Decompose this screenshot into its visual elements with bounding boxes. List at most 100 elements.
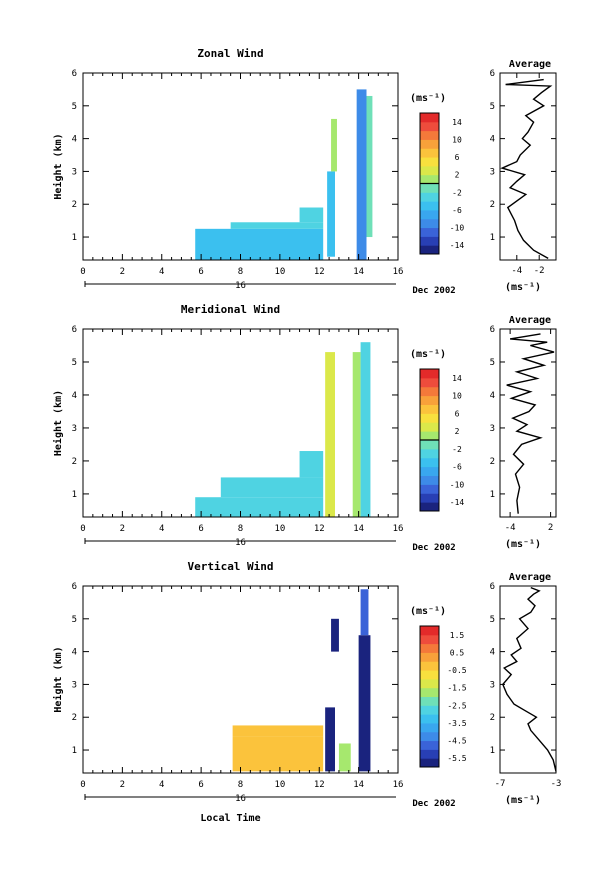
colorbar-swatch [420,121,439,132]
y-tick-label: 2 [72,200,77,210]
colorbar-swatch [420,404,439,414]
x-tick-label: 10 [274,524,285,534]
y-axis-label: Height (km) [52,133,64,199]
y-tick-label: 4 [72,135,77,145]
colorbar-swatch [420,422,439,432]
chart-title: Zonal Wind [197,47,263,60]
x-tick-label: 12 [314,267,325,277]
colorbar-tick-label: -0.5 [447,666,466,675]
date-day-label: 16 [235,794,246,804]
profile-y-tick-label: 2 [490,713,495,723]
colorbar-swatch [420,395,439,405]
colorbar-swatch [420,705,439,715]
colorbar-unit: (ms⁻¹) [410,349,446,360]
data-region [331,118,337,172]
profile-x-tick-label: -4 [511,266,522,276]
colorbar-swatch [420,634,439,645]
y-tick-label: 3 [72,424,77,434]
x-tick-label: 16 [393,780,404,790]
colorbar-swatch [420,466,439,476]
y-tick-label: 6 [72,325,77,335]
profile-y-tick-label: 2 [490,457,495,467]
x-tick-label: 16 [393,524,404,534]
colorbar-tick-label: 14 [452,118,462,127]
colorbar-unit: (ms⁻¹) [410,606,446,617]
colorbar-tick-label: -2.5 [447,701,466,710]
profile-title: Average [509,315,551,326]
y-tick-label: 1 [72,233,77,243]
colorbar-tick-label: -6 [452,206,462,215]
x-tick-label: 10 [274,780,285,790]
data-region [327,171,335,257]
colorbar-swatch [420,174,439,184]
date-day-label: 16 [235,538,246,548]
data-region [360,589,369,636]
data-region [325,352,335,517]
colorbar-swatch [420,457,439,468]
profile-frame [499,72,557,261]
x-tick-label: 8 [238,524,243,534]
colorbar-swatch [420,157,439,167]
x-tick-label: 6 [198,780,203,790]
x-tick-label: 14 [353,780,364,790]
y-tick-label: 6 [72,69,77,79]
colorbar-tick-label: -14 [450,498,465,507]
colorbar-swatch [420,192,439,202]
x-tick-label: 4 [159,524,164,534]
data-region [356,89,367,261]
colorbar-swatch [420,209,439,220]
colorbar-swatch [420,369,439,379]
y-tick-label: 5 [72,615,77,625]
colorbar-tick-label: -2 [452,188,462,197]
colorbar-swatch [420,218,439,229]
colorbar-swatch [420,139,439,149]
profile-y-tick-label: 3 [490,424,495,434]
colorbar-swatch [420,148,439,158]
colorbar-tick-label: 14 [452,374,462,383]
colorbar-swatch [420,377,439,388]
profile-y-tick-label: 3 [490,167,495,177]
colorbar-tick-label: -3.5 [447,719,466,728]
x-tick-label: 14 [353,267,364,277]
data-region [220,477,324,498]
colorbar-swatch [420,413,439,423]
profile-y-tick-label: 4 [490,391,495,401]
colorbar-swatch [420,431,439,441]
profile-title: Average [509,572,551,583]
data-region [366,95,373,238]
colorbar-tick-label: 2 [455,427,460,436]
colorbar-swatch [420,484,439,494]
colorbar-frame [419,625,440,768]
colorbar-tick-label: 10 [452,135,462,144]
colorbar-tick-label: 10 [452,392,462,401]
colorbar-tick-label: -6 [452,463,462,472]
colorbar-tick-label: -14 [450,241,465,250]
date-label: Dec 2002 [412,543,455,553]
colorbar-swatch [420,130,439,140]
y-tick-label: 1 [72,490,77,500]
y-axis-label: Height (km) [52,390,64,456]
chart-title: Meridional Wind [181,303,280,316]
colorbar-tick-label: -10 [450,224,465,233]
profile-y-tick-label: 4 [490,135,495,145]
colorbar-swatch [420,749,439,759]
profile-x-tick-label: 2 [548,523,553,533]
profile-line [501,586,557,772]
x-tick-label: 2 [120,267,125,277]
data-region [232,725,324,737]
y-tick-label: 2 [72,713,77,723]
colorbar-swatch [420,722,439,733]
x-tick-label: 12 [314,780,325,790]
chart-title: Vertical Wind [187,560,273,573]
colorbar-swatch [420,696,439,706]
colorbar-tick-label: 6 [455,409,460,418]
y-tick-label: 6 [72,582,77,592]
colorbar-swatch [420,661,439,671]
profile-x-tick-label: -4 [505,523,516,533]
profile-y-tick-label: 4 [490,648,495,658]
profile-y-tick-label: 6 [490,325,495,335]
y-axis-label: Height (km) [52,646,64,712]
colorbar-swatch [420,670,439,680]
x-tick-label: 0 [80,780,85,790]
x-tick-label: 8 [238,267,243,277]
